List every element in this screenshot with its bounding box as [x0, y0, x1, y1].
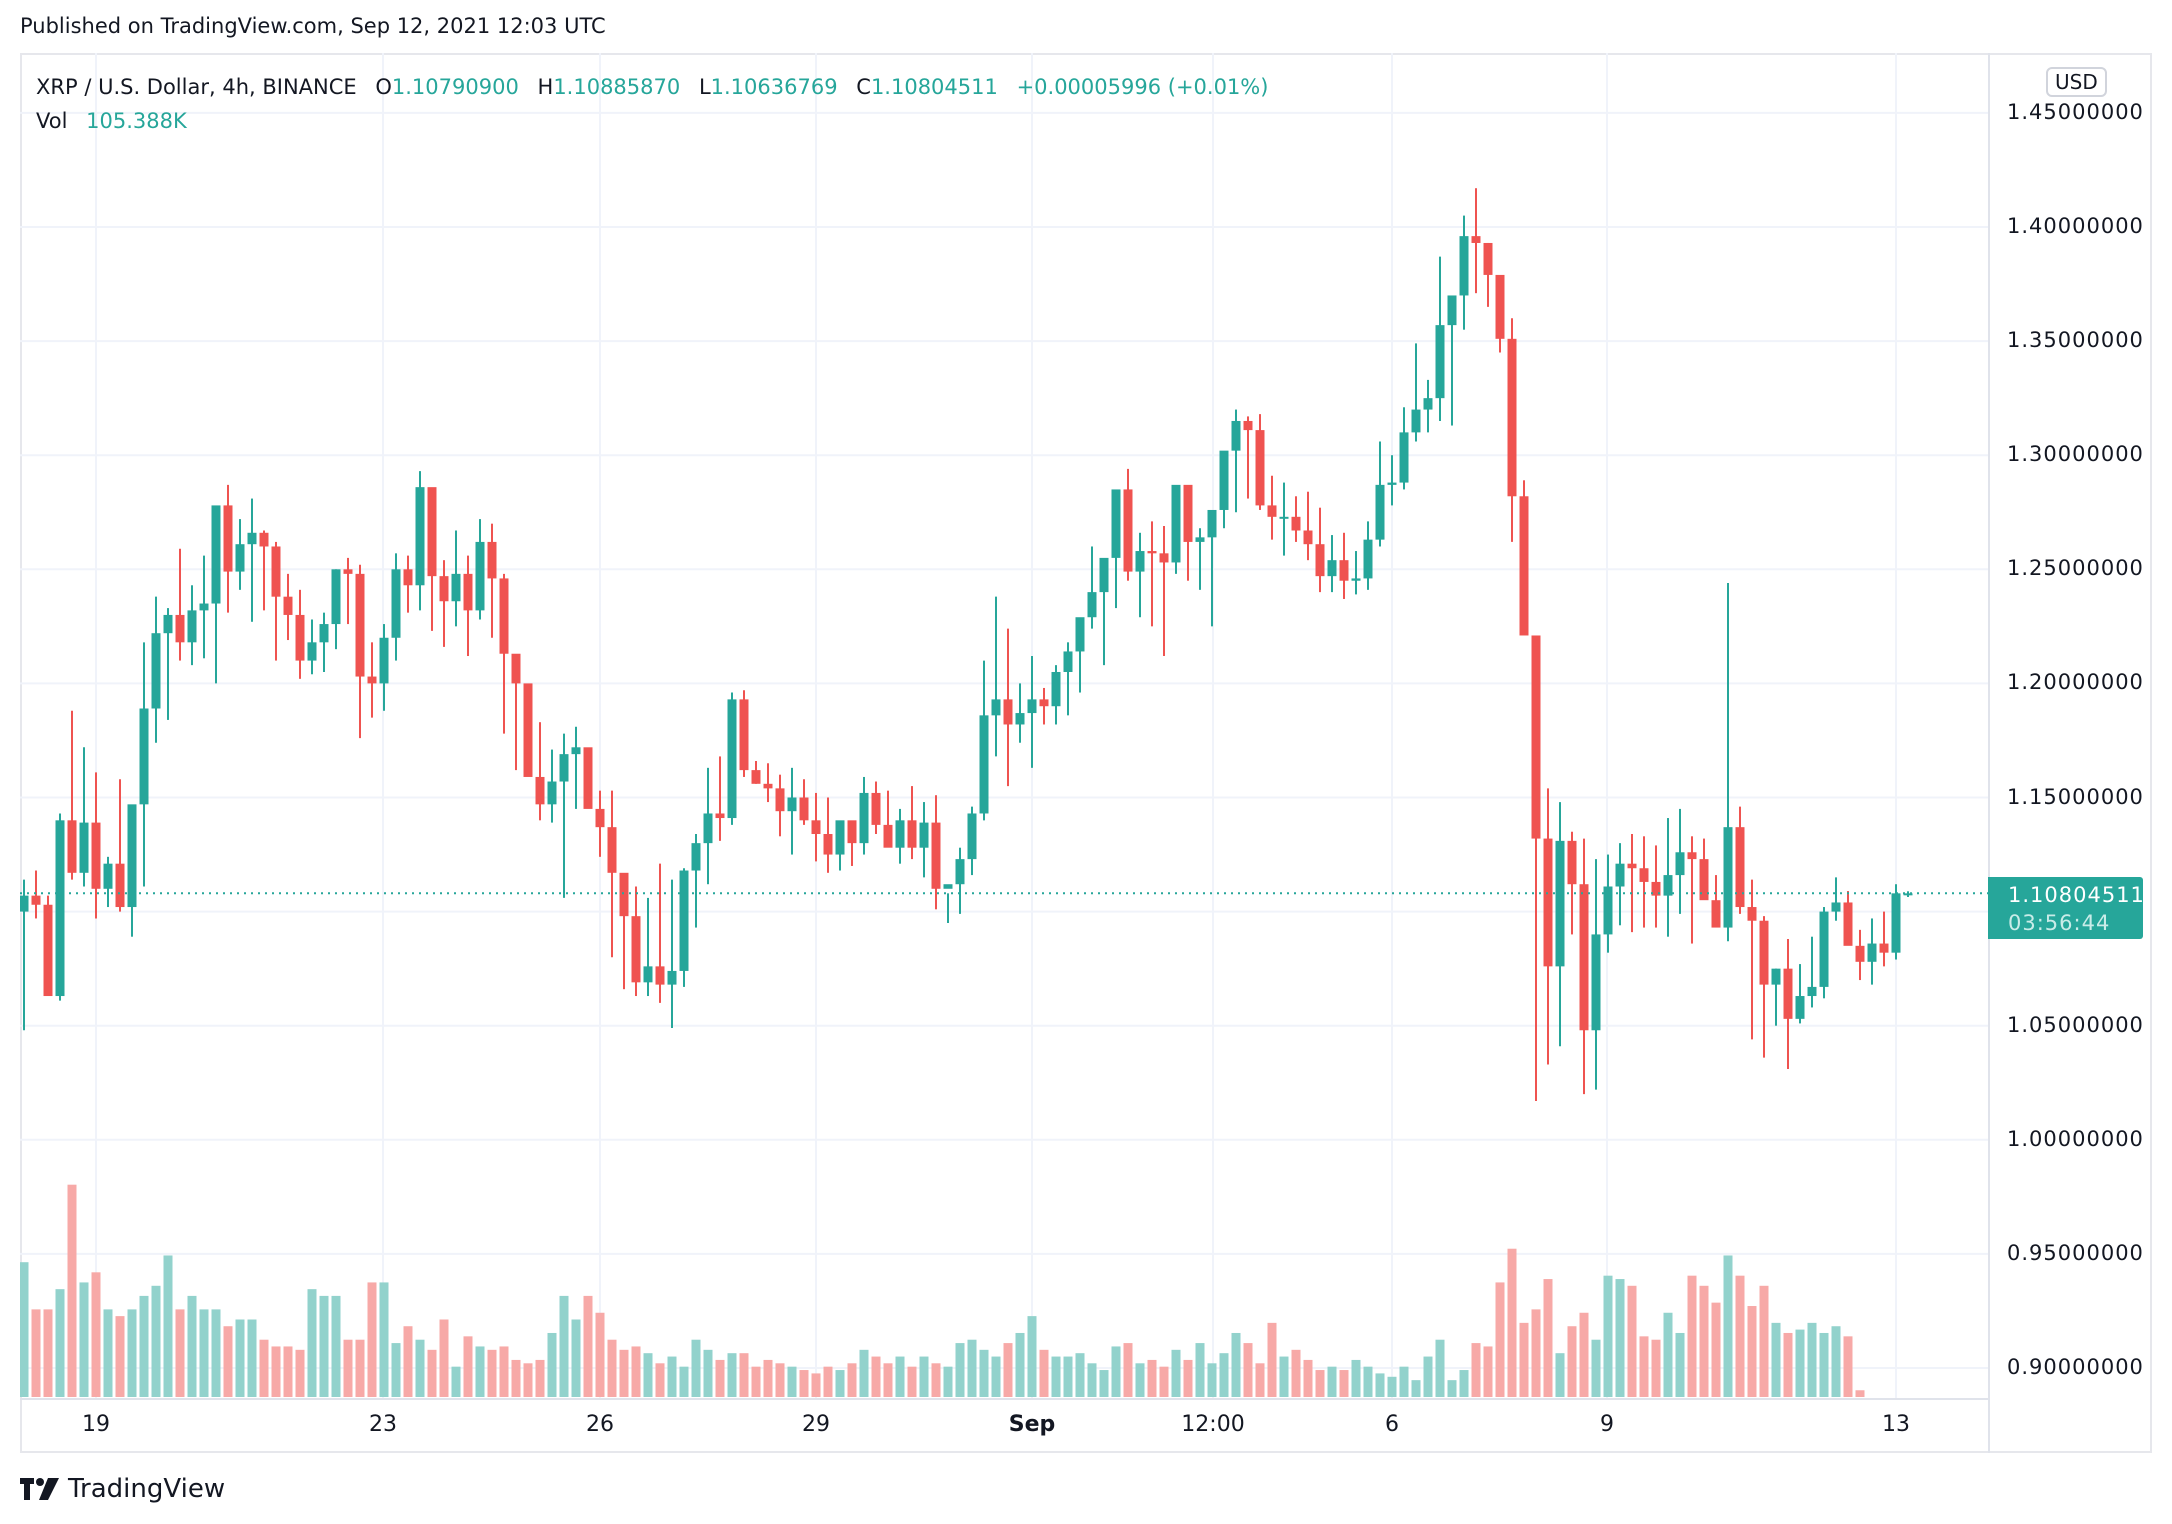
price-tick-label: 1.40000000: [2007, 214, 2144, 238]
time-tick-label: 26: [586, 1412, 614, 1437]
time-tick-label: 13: [1882, 1412, 1910, 1437]
symbol-title[interactable]: XRP / U.S. Dollar, 4h, BINANCE: [36, 75, 357, 99]
price-tick-label: 1.35000000: [2007, 328, 2144, 353]
high-value: 1.10885870: [553, 75, 681, 99]
last-price-tag: 1.10804511 03:56:44: [1988, 877, 2145, 939]
close-value: 1.10804511: [870, 75, 998, 99]
price-tick-label: 1.25000000: [2007, 556, 2144, 581]
volume-label: Vol: [36, 109, 68, 133]
volume-row: Vol 105.388K: [36, 104, 1268, 138]
price-tick-label: 1.45000000: [2007, 99, 2144, 124]
price-tick-label: 1.00000000: [2007, 1126, 2144, 1151]
price-tick-label: 1.30000000: [2007, 442, 2144, 467]
price-tick-label: 1.05000000: [2007, 1012, 2144, 1037]
price-tick-label: 0.95000000: [2007, 1240, 2144, 1265]
time-tick-label: 29: [802, 1412, 830, 1437]
currency-badge[interactable]: USD: [2046, 67, 2107, 97]
time-tick-label: 23: [369, 1412, 397, 1437]
volume-bars: [20, 1184, 1865, 1397]
time-tick-label: 19: [82, 1412, 110, 1437]
low-label: L: [698, 75, 711, 99]
time-tick-label: 9: [1600, 1412, 1614, 1437]
tradingview-logo[interactable]: TradingView: [20, 1474, 225, 1504]
change-value: +0.00005996 (+0.01%): [1016, 75, 1269, 99]
last-price-value: 1.10804511: [2008, 883, 2145, 907]
published-timestamp: Published on TradingView.com, Sep 12, 20…: [20, 14, 606, 38]
time-tick-label: Sep: [1008, 1412, 1056, 1437]
chart-legend: XRP / U.S. Dollar, 4h, BINANCE O1.107909…: [36, 70, 1268, 138]
chart-frame: [20, 53, 2152, 1453]
ohlc-row: XRP / U.S. Dollar, 4h, BINANCE O1.107909…: [36, 70, 1268, 104]
open-label: O: [375, 75, 392, 99]
close-label: C: [856, 75, 871, 99]
time-tick-label: 12:00: [1181, 1412, 1245, 1437]
bar-countdown: 03:56:44: [2008, 911, 2111, 935]
time-tick-label: 6: [1385, 1412, 1399, 1437]
logo-text: TradingView: [68, 1474, 226, 1504]
candlestick-chart[interactable]: [20, 53, 2152, 1453]
volume-value: 105.388K: [86, 109, 187, 133]
low-value: 1.10636769: [710, 75, 838, 99]
open-value: 1.10790900: [391, 75, 519, 99]
price-candles: [20, 188, 1913, 1102]
chart-grid: [20, 53, 1989, 1399]
tradingview-logo-icon: [20, 1478, 59, 1500]
price-tick-label: 1.15000000: [2007, 784, 2144, 809]
price-tick-label: 1.20000000: [2007, 670, 2144, 695]
high-label: H: [537, 75, 554, 99]
price-tick-label: 0.90000000: [2007, 1355, 2144, 1379]
